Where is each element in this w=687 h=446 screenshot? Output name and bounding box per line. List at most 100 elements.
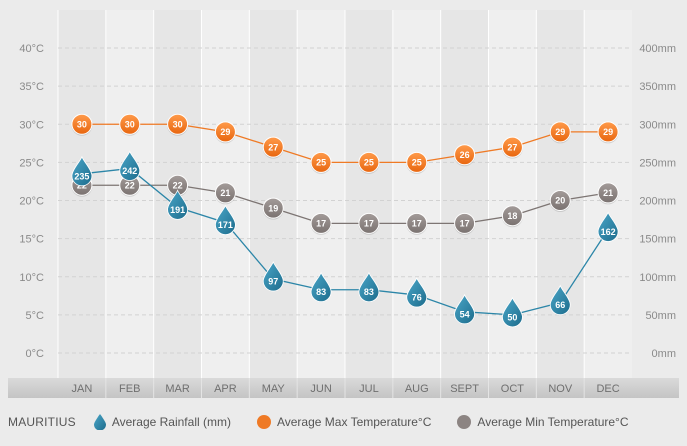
marker-circle <box>597 121 619 143</box>
data-label: 25 <box>364 158 374 168</box>
month-band <box>8 378 679 398</box>
series-markers: 3030302927252525262729292222222119171717… <box>71 113 619 328</box>
y-right-tick-label: 150mm <box>639 234 676 246</box>
data-label: 97 <box>268 277 278 287</box>
max-temp-marker: 30 <box>119 113 141 136</box>
rainfall-marker: 97 <box>262 260 284 292</box>
marker-circle <box>406 212 428 234</box>
y-left-tick-label: 30°C <box>19 119 44 131</box>
y-left-tick-label: 15°C <box>19 234 44 246</box>
marker-circle <box>310 151 332 173</box>
y-right-tick-label: 400mm <box>639 43 676 55</box>
data-label: 18 <box>507 211 517 221</box>
y-right-tick-label: 100mm <box>639 272 676 284</box>
data-label: 76 <box>412 293 422 303</box>
y-left-tick-label: 0°C <box>26 348 45 360</box>
data-label: 30 <box>125 119 135 129</box>
data-label: 27 <box>268 142 278 152</box>
marker-circle <box>501 205 523 227</box>
marker-circle <box>214 182 236 204</box>
data-label: 26 <box>460 150 470 160</box>
month-label: APR <box>214 383 237 395</box>
data-label: 191 <box>170 205 185 215</box>
raindrop-shape <box>310 271 332 303</box>
month-columns <box>57 10 632 378</box>
month-column <box>249 10 298 378</box>
data-label: 22 <box>173 180 183 190</box>
max-temp-marker: 29 <box>597 121 619 144</box>
data-label: 25 <box>316 158 326 168</box>
legend-item-min-temp: Average Min Temperature°C <box>457 415 629 429</box>
rainfall-marker: 54 <box>454 293 475 325</box>
rainfall-marker: 83 <box>310 271 332 303</box>
month-label: NOV <box>548 383 573 395</box>
month-label: MAR <box>165 383 190 395</box>
marker-circle <box>501 136 523 158</box>
data-label: 242 <box>122 166 137 176</box>
rainfall-marker: 242 <box>119 150 141 181</box>
data-label: 17 <box>412 219 422 229</box>
marker-circle <box>71 113 93 135</box>
marker-circle <box>358 212 380 234</box>
y-right-tick-label: 0mm <box>652 348 676 360</box>
max-temp-marker: 25 <box>406 151 428 174</box>
marker-circle <box>358 151 380 173</box>
rainfall-marker: 171 <box>215 204 236 236</box>
y-left-tick-label: 5°C <box>26 310 45 322</box>
data-label: 22 <box>125 180 135 190</box>
data-label: 27 <box>507 142 517 152</box>
y-right-tick-label: 200mm <box>639 196 676 208</box>
raindrop-shape <box>597 211 619 242</box>
marker-circle <box>597 182 619 204</box>
min-temp-marker: 21 <box>597 182 619 205</box>
legend-label-min-temp: Average Min Temperature°C <box>477 415 629 429</box>
month-column <box>345 10 393 378</box>
data-label: 50 <box>507 312 517 322</box>
legend-label-rainfall: Average Rainfall (mm) <box>111 415 231 429</box>
min-temp-marker: 22 <box>119 174 141 197</box>
data-label: 21 <box>603 188 613 198</box>
min-temp-marker: 20 <box>549 190 571 212</box>
month-label: OCT <box>501 383 525 395</box>
raindrop-shape <box>71 155 93 187</box>
marker-circle <box>454 144 476 166</box>
month-column <box>392 10 441 378</box>
month-label: JUN <box>310 383 331 395</box>
data-label: 171 <box>218 220 233 230</box>
y-right-tick-label: 300mm <box>639 119 676 131</box>
y-left-tick-label: 20°C <box>19 196 44 208</box>
max-temp-marker: 26 <box>454 144 476 167</box>
raindrop-shape <box>454 293 475 325</box>
marker-circle <box>167 113 189 135</box>
legend: MAURITIUS Average Rainfall (mm) Average … <box>0 404 687 440</box>
max-temp-marker: 29 <box>214 121 236 144</box>
marker-circle <box>310 212 332 234</box>
min-temp-marker: 19 <box>262 197 284 220</box>
climate-chart: 40°C 35°C 30°C 25°C 20°C 15°C 10°C 5°C 0°C 400mm… <box>8 10 679 398</box>
data-label: 66 <box>555 300 565 310</box>
data-label: 29 <box>603 127 613 137</box>
data-label: 83 <box>364 287 374 297</box>
month-label: JAN <box>72 383 93 395</box>
marker-circle <box>549 190 571 211</box>
min-temp-marker: 17 <box>454 212 476 235</box>
legend-item-max-temp: Average Max Temperature°C <box>256 415 431 429</box>
data-label: 20 <box>555 196 565 206</box>
marker-circle <box>119 113 141 135</box>
max-temp-marker: 30 <box>71 113 93 136</box>
y-right-tick-label: 350mm <box>639 81 676 93</box>
min-temp-marker: 17 <box>406 212 428 235</box>
min-temp-marker: 17 <box>358 212 380 235</box>
raindrop-shape <box>358 271 380 303</box>
month-label: DEC <box>596 383 619 395</box>
raindrop-shape <box>262 260 284 292</box>
y-axis-right: 400mm 350mm 300mm 250mm 200mm 150mm 100mm 50mm 0… <box>639 43 676 360</box>
month-label: SEPT <box>450 383 479 395</box>
marker-circle <box>262 197 284 219</box>
data-label: 29 <box>220 127 230 137</box>
rainfall-marker: 235 <box>71 155 93 187</box>
rainfall-marker: 50 <box>502 296 523 328</box>
data-label: 17 <box>460 219 470 229</box>
marker-circle <box>406 151 428 173</box>
